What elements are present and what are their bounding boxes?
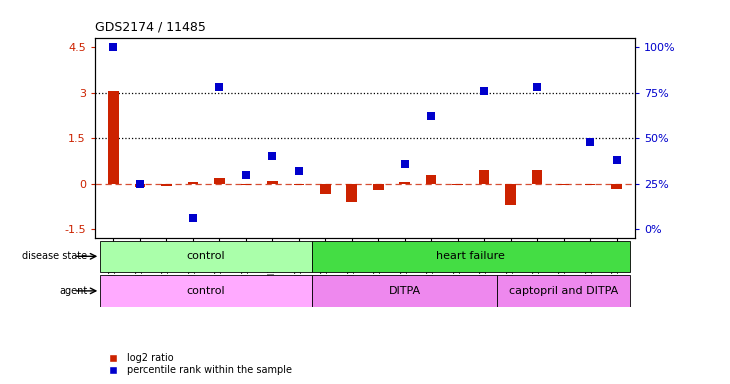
Point (187, 215, 199, 221)
Point (266, 153, 278, 159)
Bar (373, 184, 383, 190)
Bar (453, 184, 463, 185)
Bar (497, 275, 630, 306)
Bar (100, 275, 312, 306)
Bar (505, 184, 516, 205)
Point (611, 157, 623, 163)
Bar (320, 184, 331, 194)
Bar (293, 184, 304, 185)
Point (240, 172, 252, 178)
Bar (479, 170, 489, 184)
Point (134, 180, 146, 187)
Bar (188, 182, 198, 184)
Bar (585, 184, 596, 185)
Point (107, 45, 119, 51)
Bar (108, 91, 119, 184)
Bar (214, 177, 225, 184)
Bar (267, 180, 277, 184)
Point (293, 168, 304, 174)
Bar (312, 275, 497, 306)
Text: control: control (187, 251, 226, 262)
Text: DITPA: DITPA (388, 286, 420, 296)
Point (584, 139, 596, 145)
Bar (399, 182, 410, 184)
Point (426, 113, 437, 119)
Bar (558, 184, 569, 185)
Bar (426, 175, 437, 184)
Text: control: control (187, 286, 226, 296)
Bar (347, 184, 357, 202)
Point (213, 84, 225, 91)
Bar (611, 184, 622, 189)
Text: GDS2174 / 11485: GDS2174 / 11485 (95, 20, 206, 33)
Bar (100, 241, 312, 272)
Bar (241, 184, 251, 185)
Bar (161, 184, 172, 186)
Point (478, 88, 490, 94)
Point (531, 84, 543, 91)
Bar (134, 184, 145, 187)
Text: disease state: disease state (23, 251, 88, 262)
Bar (532, 170, 542, 184)
Text: agent: agent (59, 286, 88, 296)
Text: captopril and DITPA: captopril and DITPA (509, 286, 618, 296)
Text: heart failure: heart failure (437, 251, 505, 262)
Legend: log2 ratio, percentile rank within the sample: log2 ratio, percentile rank within the s… (100, 349, 296, 379)
Point (399, 161, 410, 167)
Bar (312, 241, 630, 272)
